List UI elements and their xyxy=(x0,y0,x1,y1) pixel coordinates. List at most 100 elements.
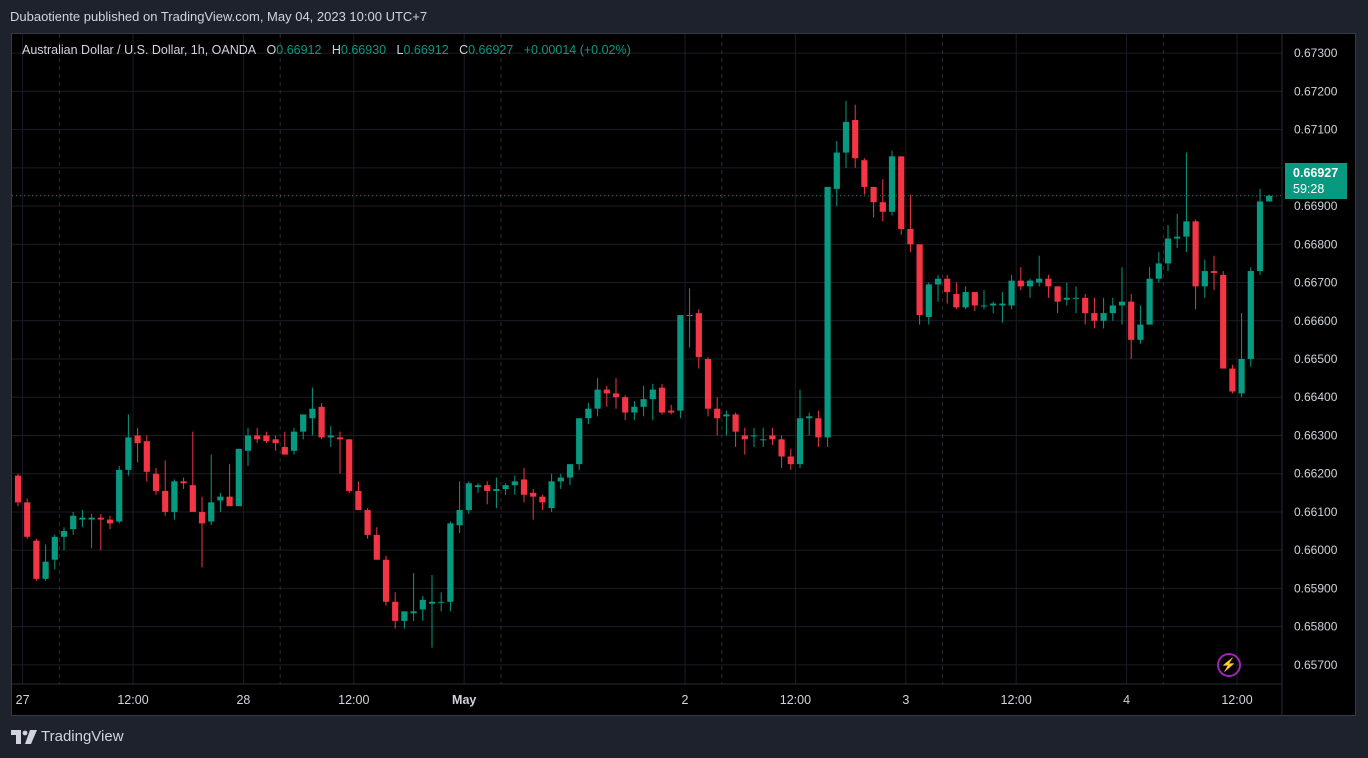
candle-body xyxy=(79,517,86,520)
candle xyxy=(907,194,914,252)
candle xyxy=(732,412,739,447)
candle-body xyxy=(833,152,840,189)
candle-body xyxy=(134,435,141,444)
candle-body xyxy=(263,435,270,442)
candle-body xyxy=(824,186,831,438)
candle xyxy=(1026,278,1034,298)
candle xyxy=(79,510,86,528)
candle xyxy=(511,475,518,495)
candle-body xyxy=(769,435,776,440)
candle xyxy=(244,427,252,467)
candle xyxy=(419,596,426,621)
candle xyxy=(842,100,850,168)
candle-body xyxy=(309,408,316,419)
candle-body xyxy=(750,435,758,437)
candle-body xyxy=(1266,195,1273,202)
price-tick-label: 0.66200 xyxy=(1294,467,1338,481)
candle xyxy=(456,481,463,533)
candle-body xyxy=(870,186,877,203)
candle xyxy=(916,244,923,325)
symbol-name: Australian Dollar / U.S. Dollar, 1h, OAN… xyxy=(22,43,257,57)
candle xyxy=(980,290,988,310)
candle xyxy=(898,156,905,235)
candle xyxy=(1164,225,1172,272)
candle xyxy=(254,427,261,444)
candle xyxy=(1229,364,1236,394)
candle xyxy=(51,534,58,570)
candle xyxy=(714,397,721,436)
candle-body xyxy=(907,229,914,245)
candle-body xyxy=(1201,271,1208,287)
candle xyxy=(1210,255,1218,291)
candle xyxy=(603,385,610,407)
candle-body xyxy=(1063,297,1070,300)
candle-body xyxy=(392,601,399,621)
candle xyxy=(1256,188,1264,275)
candle xyxy=(1247,267,1254,367)
candle xyxy=(465,481,472,514)
last-price-tag: 0.66927 59:28 xyxy=(1285,163,1347,199)
candle-body xyxy=(980,305,988,307)
candle-body xyxy=(465,483,472,511)
candle-body xyxy=(1183,221,1190,237)
candle xyxy=(355,481,362,511)
candle xyxy=(272,435,279,451)
last-price-value: 0.66927 xyxy=(1293,166,1339,180)
candle-body xyxy=(1164,238,1172,264)
candle xyxy=(888,150,896,216)
candle-body xyxy=(1109,305,1116,314)
publish-caption: Dubaotiente published on TradingView.com… xyxy=(10,9,428,24)
candle xyxy=(162,460,169,516)
candle-body xyxy=(474,485,482,488)
candle-body xyxy=(244,435,252,451)
candle-body xyxy=(346,439,353,491)
grid-layer xyxy=(12,34,1282,684)
candle xyxy=(723,410,730,436)
candle-body xyxy=(226,496,233,507)
candle xyxy=(649,383,656,421)
candle xyxy=(953,282,960,310)
candle-body xyxy=(208,502,215,522)
candle-body xyxy=(520,479,528,495)
candle-body xyxy=(1128,301,1135,340)
candle xyxy=(585,402,592,424)
candle xyxy=(502,483,509,495)
candle-body xyxy=(272,439,279,444)
candle-body xyxy=(934,278,942,285)
price-axis[interactable]: 0.673000.672000.671000.670000.669000.668… xyxy=(1281,34,1338,716)
candle xyxy=(1017,267,1024,291)
candle xyxy=(428,575,436,648)
candle-body xyxy=(300,414,307,432)
candlestick-chart[interactable]: 0.673000.672000.671000.670000.669000.668… xyxy=(12,34,1356,716)
candle-body xyxy=(438,601,445,603)
candle xyxy=(576,418,583,470)
candle xyxy=(134,427,141,463)
candle-body xyxy=(576,418,583,465)
candle xyxy=(208,454,215,526)
price-tick-label: 0.66500 xyxy=(1294,352,1338,366)
candle-body xyxy=(566,464,574,478)
candle xyxy=(401,611,408,629)
candle xyxy=(1174,213,1181,249)
candle xyxy=(116,466,123,524)
tradingview-brand[interactable]: TradingView xyxy=(11,728,124,745)
candle-body xyxy=(254,435,261,440)
candle-body xyxy=(1045,278,1052,287)
candle-body xyxy=(842,121,850,153)
candle-body xyxy=(1072,297,1080,299)
candle xyxy=(833,141,840,207)
chart-area[interactable]: 0.673000.672000.671000.670000.669000.668… xyxy=(11,33,1356,716)
time-axis[interactable]: 27 12:00 28 12:00 May 2 12:00 3 12:00 4 12:00 xyxy=(12,683,1282,707)
time-tick-label: 27 xyxy=(16,693,30,707)
candle-body xyxy=(622,397,629,413)
candle xyxy=(1082,294,1089,325)
candle-body xyxy=(530,492,537,497)
candle-body xyxy=(1118,301,1126,306)
candle xyxy=(42,544,49,581)
candle xyxy=(677,315,684,419)
candle xyxy=(263,431,270,444)
candle-body xyxy=(806,416,813,419)
candle xyxy=(1063,282,1070,306)
lightning-icon[interactable]: ⚡ xyxy=(1217,653,1241,677)
candle xyxy=(300,414,307,440)
